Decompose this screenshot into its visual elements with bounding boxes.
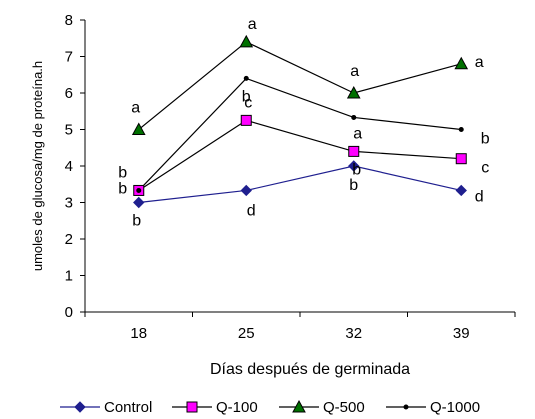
annotation-label: b — [481, 131, 490, 148]
series-control-diamond-marker — [240, 184, 252, 197]
series-q-100-square-marker — [240, 114, 252, 126]
annotation-label: b — [118, 180, 127, 197]
series-q-100-square-marker — [455, 153, 467, 165]
annotation-label: d — [247, 202, 256, 219]
series-lines — [138, 41, 462, 204]
legend-label: Q-1000 — [430, 399, 480, 416]
series-control-diamond-marker — [133, 196, 145, 209]
series-q-500-triangle-marker — [346, 85, 361, 99]
legend-label: Control — [104, 399, 152, 416]
series-line-control — [138, 165, 462, 204]
axes — [80, 19, 516, 317]
series-q-500-triangle-marker — [239, 34, 254, 48]
annotation-label: b — [118, 164, 127, 181]
y-tick-label: 3 — [65, 195, 73, 212]
y-tick-label: 5 — [65, 122, 73, 139]
annotation-label: d — [475, 188, 484, 205]
x-tick-label: 39 — [453, 325, 470, 342]
annotation-label: b — [349, 177, 358, 194]
legend-q-500-triangle-marker — [292, 399, 306, 413]
annotation-label: a — [353, 125, 362, 142]
legend-label: Q-100 — [216, 399, 258, 416]
series-q-1000-dot-marker — [351, 114, 357, 120]
series-q-1000-dot-marker — [458, 127, 464, 132]
series-q-1000-dot-marker — [243, 75, 249, 81]
x-axis-title: Días después de germinada — [210, 361, 410, 378]
series-control-diamond-marker — [455, 184, 467, 197]
y-tick-label: 7 — [65, 49, 73, 66]
tick-labels: 0 1 2 3 4 5 6 7 8 18 25 32 39 — [65, 12, 470, 342]
series-q-1000-dot-marker — [136, 187, 142, 193]
y-tick-label: 4 — [65, 158, 73, 175]
series-line-q-500 — [138, 41, 462, 130]
annotation-label: a — [248, 16, 257, 33]
annotation-label: b — [242, 88, 251, 105]
legend-q-100-square-marker — [186, 401, 198, 413]
series-q-500-triangle-marker — [131, 122, 146, 135]
legend-q-1000-dot-marker — [403, 404, 409, 410]
x-tick-label: 18 — [130, 325, 147, 342]
annotation-label: a — [350, 63, 359, 80]
legend-control-diamond-marker — [74, 401, 86, 413]
series-line-q-1000 — [138, 77, 462, 191]
series-markers — [131, 34, 469, 209]
annotation-label: a — [131, 100, 140, 117]
annotation-label: c — [244, 94, 252, 111]
legend-label: Q-500 — [323, 399, 365, 416]
series-q-500-triangle-marker — [454, 56, 469, 70]
annotation-label: a — [475, 54, 484, 71]
y-tick-label: 6 — [65, 85, 73, 102]
y-tick-label: 2 — [65, 231, 73, 248]
series-control-diamond-marker — [348, 160, 360, 172]
y-tick-label: 0 — [65, 304, 73, 321]
y-tick-label: 1 — [65, 268, 73, 285]
legend: Control Q-100 Q-500 Q-1000 — [60, 399, 480, 416]
annotation-label: b — [132, 213, 141, 230]
annotation-label: b — [352, 161, 361, 178]
annotation-label: c — [481, 160, 489, 177]
y-tick-label: 8 — [65, 12, 73, 29]
x-tick-label: 32 — [345, 325, 362, 342]
y-axis-title: umoles de glucosa/mg de proteína.h — [30, 61, 45, 271]
x-tick-label: 25 — [238, 325, 255, 342]
series-q-100-square-marker — [348, 145, 360, 157]
series-line-q-100 — [138, 119, 462, 191]
